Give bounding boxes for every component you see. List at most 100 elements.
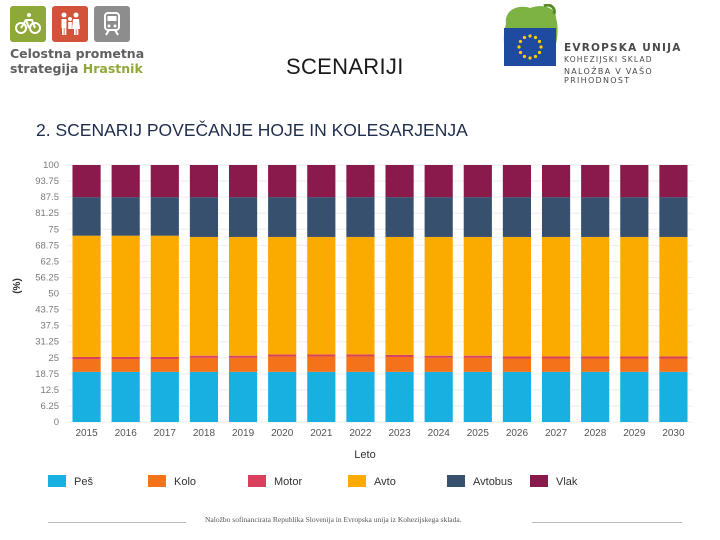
footer-divider-right <box>532 522 682 523</box>
bar-segment-pes <box>385 371 414 422</box>
legend-swatch-vlak <box>530 475 548 487</box>
slide-title: SCENARIJI <box>286 54 404 79</box>
y-tick-labels: 100 93.75 87.5 81.25 75 68.75 62.5 56.25 50 43.75… <box>35 160 59 428</box>
bar-segment-avtobus <box>228 197 258 237</box>
bicycle-icon <box>10 6 46 42</box>
bar-segment-motor <box>659 356 688 359</box>
y-tick-label: 75 <box>48 224 59 235</box>
legend-label-avtobus: Avtobus <box>473 476 513 488</box>
bar-segment-kolo <box>268 356 297 372</box>
bar-segment-kolo <box>346 356 375 372</box>
x-tick-label: 2030 <box>662 428 685 439</box>
legend-swatch-pes <box>48 475 66 487</box>
bar-segment-avto <box>424 236 453 356</box>
bar-segment-avtobus <box>150 197 179 236</box>
eu-flag-icon <box>504 28 556 66</box>
bar-segment-vlak <box>307 165 336 198</box>
y-tick-label: 25 <box>48 353 59 364</box>
x-tick-label: 2025 <box>467 428 490 439</box>
pedestrians-icon <box>52 6 88 42</box>
bar-segment-avtobus <box>307 197 336 237</box>
footer-note: Naložbo sofinancirata Republika Slovenij… <box>205 515 462 524</box>
bar-segment-kolo <box>385 356 414 372</box>
bar-segment-kolo <box>620 358 649 372</box>
bar-segment-avto <box>581 236 610 357</box>
bar-segment-pes <box>228 371 258 422</box>
bar-segment-kolo <box>424 357 453 372</box>
bar-segment-pes <box>111 371 140 422</box>
bar-segment-pes <box>541 371 571 422</box>
legend-label-avto: Avto <box>374 476 396 488</box>
y-tick-label: 56.25 <box>35 272 59 283</box>
bar-segment-kolo <box>228 357 258 372</box>
x-tick-label: 2024 <box>428 428 451 439</box>
bar-segment-vlak <box>268 165 297 198</box>
bar-segment-pes <box>346 371 375 422</box>
bar-segment-avtobus <box>541 197 571 237</box>
bar-segment-pes <box>72 371 101 422</box>
bar-segment-kolo <box>111 359 140 372</box>
bar-segment-motor <box>307 354 336 357</box>
bar-segment-vlak <box>424 165 453 198</box>
x-axis-label: Leto <box>354 449 375 461</box>
bar-segment-avtobus <box>72 197 101 236</box>
x-tick-label: 2020 <box>271 428 294 439</box>
bar-segment-avtobus <box>346 197 375 237</box>
x-tick-label: 2019 <box>232 428 255 439</box>
bar-segment-avto <box>228 236 258 356</box>
bar-segment-vlak <box>659 165 688 198</box>
y-tick-label: 50 <box>48 289 59 300</box>
bar-segment-motor <box>502 356 532 359</box>
bar-segment-avtobus <box>385 197 414 237</box>
bar-segment-kolo <box>189 357 219 372</box>
bar-segment-motor <box>463 355 492 358</box>
bar-segment-vlak <box>541 165 571 198</box>
bar-segment-pes <box>463 371 492 422</box>
bar-segment-avtobus <box>268 197 297 237</box>
bar-segment-motor <box>72 356 101 360</box>
x-tick-label: 2017 <box>154 428 177 439</box>
legend-swatch-avtobus <box>447 475 465 487</box>
logo-title-line2b: Hrastnik <box>82 61 143 76</box>
bar-segment-motor <box>189 355 219 358</box>
bar-segment-pes <box>150 371 179 422</box>
y-tick-label: 12.5 <box>41 385 60 396</box>
bar-segment-vlak <box>463 165 492 198</box>
y-tick-label: 43.75 <box>35 305 59 316</box>
bar-segment-avtobus <box>111 197 140 236</box>
chart-legend: Peš Kolo Motor Avto Avtobus Vlak <box>48 475 578 488</box>
bar-segment-pes <box>620 371 649 422</box>
bar-segment-avtobus <box>189 197 219 237</box>
y-tick-label: 62.5 <box>41 256 60 267</box>
x-tick-label: 2021 <box>310 428 333 439</box>
bar-segment-avto <box>463 236 492 356</box>
bar-segment-avtobus <box>424 197 453 237</box>
legend-label-motor: Motor <box>274 476 302 488</box>
bar-segment-pes <box>189 371 219 422</box>
bar-segment-kolo <box>463 357 492 372</box>
bar-segment-avto <box>502 236 532 357</box>
legend-swatch-kolo <box>148 475 166 487</box>
bar-segment-kolo <box>502 358 532 372</box>
bar-segment-avto <box>268 236 297 355</box>
x-tick-labels: 2015 2016 2017 2018 2019 2020 2021 2022 2023 2024… <box>75 428 685 439</box>
bar-segment-avtobus <box>620 197 649 237</box>
bar-segment-vlak <box>581 165 610 198</box>
bar-segment-avtobus <box>502 197 532 237</box>
x-tick-label: 2023 <box>388 428 411 439</box>
bar-segment-avto <box>150 235 179 357</box>
bar-segment-avtobus <box>659 197 688 237</box>
bar-segment-pes <box>581 371 610 422</box>
chart-bars <box>72 165 688 422</box>
bar-segment-pes <box>424 371 453 422</box>
legend-label-kolo: Kolo <box>174 476 196 488</box>
bar-segment-avtobus <box>463 197 492 237</box>
x-tick-label: 2026 <box>506 428 529 439</box>
x-tick-label: 2018 <box>193 428 216 439</box>
bar-segment-pes <box>307 371 336 422</box>
eu-line1: EVROPSKA UNIJA <box>564 42 682 54</box>
bar-segment-vlak <box>150 165 179 198</box>
bar-segment-pes <box>502 371 532 422</box>
bar-segment-vlak <box>346 165 375 198</box>
bar-segment-vlak <box>111 165 140 198</box>
